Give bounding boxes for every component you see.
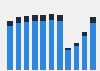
Bar — [24, 22, 29, 70]
Bar — [24, 16, 29, 22]
Bar — [90, 23, 96, 70]
Bar — [82, 36, 87, 70]
Bar — [32, 15, 38, 21]
Bar — [74, 46, 79, 70]
Bar — [65, 50, 71, 70]
Bar — [57, 15, 62, 21]
Bar — [40, 21, 46, 70]
Bar — [49, 20, 54, 70]
Bar — [65, 48, 71, 50]
Bar — [16, 17, 21, 23]
Bar — [32, 21, 38, 70]
Bar — [49, 14, 54, 20]
Bar — [7, 26, 13, 70]
Bar — [90, 17, 96, 23]
Bar — [7, 21, 13, 26]
Bar — [57, 21, 62, 70]
Bar — [16, 23, 21, 70]
Bar — [74, 43, 79, 46]
Bar — [40, 15, 46, 21]
Bar — [82, 32, 87, 36]
